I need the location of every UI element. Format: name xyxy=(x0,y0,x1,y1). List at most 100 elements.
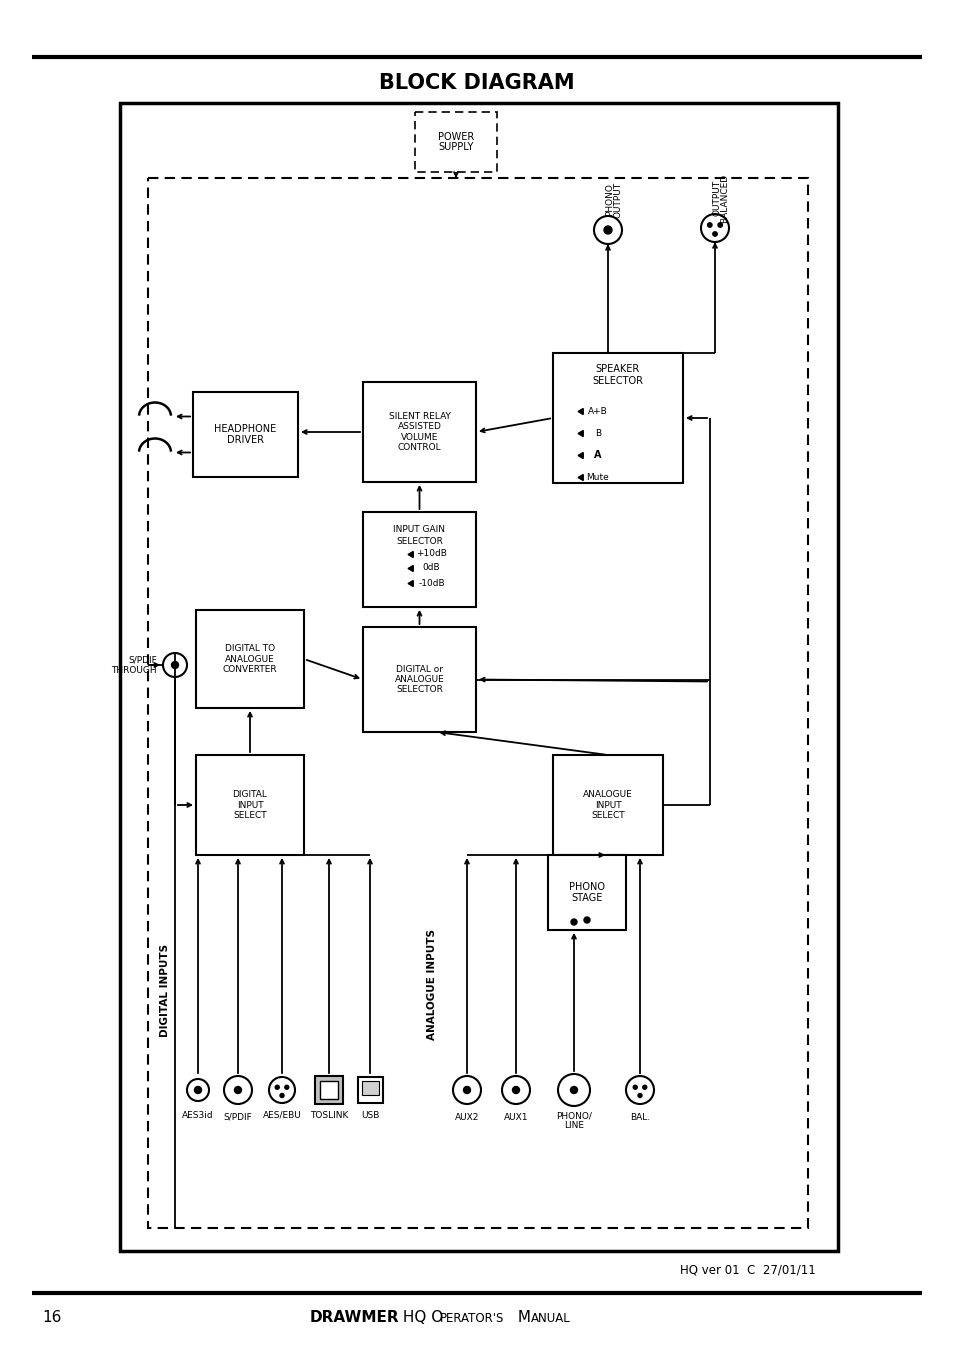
Text: AUX2: AUX2 xyxy=(455,1112,478,1121)
Text: Mute: Mute xyxy=(586,473,609,481)
Text: SELECTOR: SELECTOR xyxy=(592,376,643,386)
Text: USB: USB xyxy=(360,1111,378,1120)
Text: HQ O: HQ O xyxy=(397,1310,443,1325)
Circle shape xyxy=(284,1085,289,1089)
Bar xyxy=(148,178,807,1228)
Circle shape xyxy=(463,1086,470,1093)
Text: M: M xyxy=(513,1310,531,1325)
Text: ANALOGUE INPUTS: ANALOGUE INPUTS xyxy=(427,929,436,1040)
Bar xyxy=(363,627,476,732)
Text: DRAWMER: DRAWMER xyxy=(310,1310,399,1325)
Text: BALANCED: BALANCED xyxy=(720,173,729,223)
Circle shape xyxy=(512,1086,519,1093)
Text: 0dB: 0dB xyxy=(422,563,440,573)
Circle shape xyxy=(571,919,577,925)
Text: OUTPUT: OUTPUT xyxy=(712,180,720,216)
Text: HQ ver 01  C  27/01/11: HQ ver 01 C 27/01/11 xyxy=(679,1263,815,1277)
Text: DIGITAL TO: DIGITAL TO xyxy=(225,644,274,654)
Text: SUPPLY: SUPPLY xyxy=(437,142,474,153)
Text: SPEAKER: SPEAKER xyxy=(596,363,639,374)
Circle shape xyxy=(625,1075,654,1104)
Bar xyxy=(547,855,625,929)
Bar xyxy=(361,1081,378,1096)
Text: A: A xyxy=(594,450,601,459)
Text: STAGE: STAGE xyxy=(571,893,602,902)
Text: CONVERTER: CONVERTER xyxy=(222,665,277,674)
Text: S/PDIF
THROUGH: S/PDIF THROUGH xyxy=(112,655,157,674)
Text: A+B: A+B xyxy=(587,407,607,416)
Circle shape xyxy=(583,917,589,923)
Circle shape xyxy=(269,1077,294,1102)
Circle shape xyxy=(280,1093,284,1097)
Text: HEADPHONE: HEADPHONE xyxy=(214,424,276,434)
Bar xyxy=(553,755,662,855)
Text: PERATOR'S: PERATOR'S xyxy=(439,1312,504,1324)
Text: CONTROL: CONTROL xyxy=(397,443,441,451)
Text: BLOCK DIAGRAM: BLOCK DIAGRAM xyxy=(378,73,575,93)
Text: S/PDIF: S/PDIF xyxy=(223,1112,253,1121)
Bar xyxy=(319,1081,337,1098)
Text: ANUAL: ANUAL xyxy=(531,1312,570,1324)
Bar xyxy=(193,392,297,477)
Text: -10dB: -10dB xyxy=(417,578,444,588)
Text: PHONO/: PHONO/ xyxy=(556,1112,591,1120)
Text: POWER: POWER xyxy=(437,131,474,142)
Text: INPUT: INPUT xyxy=(594,801,620,809)
Text: OUTPUT: OUTPUT xyxy=(613,182,622,218)
Text: PHONO: PHONO xyxy=(568,882,604,892)
Circle shape xyxy=(558,1074,589,1106)
Bar xyxy=(195,611,304,708)
Text: SELECT: SELECT xyxy=(591,811,624,820)
Text: AUX1: AUX1 xyxy=(503,1112,528,1121)
Circle shape xyxy=(163,653,187,677)
Bar xyxy=(415,112,497,172)
Text: ANALOGUE: ANALOGUE xyxy=(395,676,444,684)
Text: VOLUME: VOLUME xyxy=(400,432,437,442)
Circle shape xyxy=(187,1079,209,1101)
Text: 16: 16 xyxy=(42,1310,61,1325)
Circle shape xyxy=(234,1086,241,1093)
Text: PHONO: PHONO xyxy=(605,184,614,216)
Bar xyxy=(553,353,682,484)
Text: DIGITAL or: DIGITAL or xyxy=(395,665,442,674)
Circle shape xyxy=(501,1075,530,1104)
Circle shape xyxy=(224,1075,252,1104)
Text: ANALOGUE: ANALOGUE xyxy=(225,654,274,663)
Circle shape xyxy=(194,1086,201,1093)
Text: SELECTOR: SELECTOR xyxy=(395,536,442,546)
Text: +10dB: +10dB xyxy=(416,550,446,558)
Circle shape xyxy=(594,216,621,245)
Text: DIGITAL: DIGITAL xyxy=(233,790,267,800)
Circle shape xyxy=(275,1085,279,1089)
Text: DRIVER: DRIVER xyxy=(227,435,264,444)
Text: B: B xyxy=(595,428,600,438)
Circle shape xyxy=(172,662,178,669)
Text: BAL.: BAL. xyxy=(629,1112,649,1121)
Circle shape xyxy=(603,226,612,234)
Bar xyxy=(314,1075,343,1104)
Text: INPUT: INPUT xyxy=(236,801,263,809)
Bar xyxy=(363,382,476,482)
Circle shape xyxy=(718,223,721,227)
Text: AES/EBU: AES/EBU xyxy=(262,1111,301,1120)
Text: ANALOGUE: ANALOGUE xyxy=(582,790,632,800)
Bar xyxy=(357,1077,382,1102)
Text: TOSLINK: TOSLINK xyxy=(310,1111,348,1120)
Bar xyxy=(120,103,837,1251)
Text: LINE: LINE xyxy=(563,1121,583,1131)
Text: AES3id: AES3id xyxy=(182,1111,213,1120)
Text: DIGITAL INPUTS: DIGITAL INPUTS xyxy=(160,943,170,1036)
Circle shape xyxy=(642,1085,646,1089)
Circle shape xyxy=(633,1085,637,1089)
Circle shape xyxy=(712,232,717,236)
Text: SILENT RELAY: SILENT RELAY xyxy=(388,412,450,422)
Text: SELECTOR: SELECTOR xyxy=(395,685,442,694)
Circle shape xyxy=(700,213,728,242)
Text: INPUT GAIN: INPUT GAIN xyxy=(393,524,445,534)
Bar xyxy=(363,512,476,607)
Text: SELECT: SELECT xyxy=(233,811,267,820)
Circle shape xyxy=(638,1093,641,1097)
Text: ASSISTED: ASSISTED xyxy=(397,423,441,431)
Bar xyxy=(195,755,304,855)
Circle shape xyxy=(453,1075,480,1104)
